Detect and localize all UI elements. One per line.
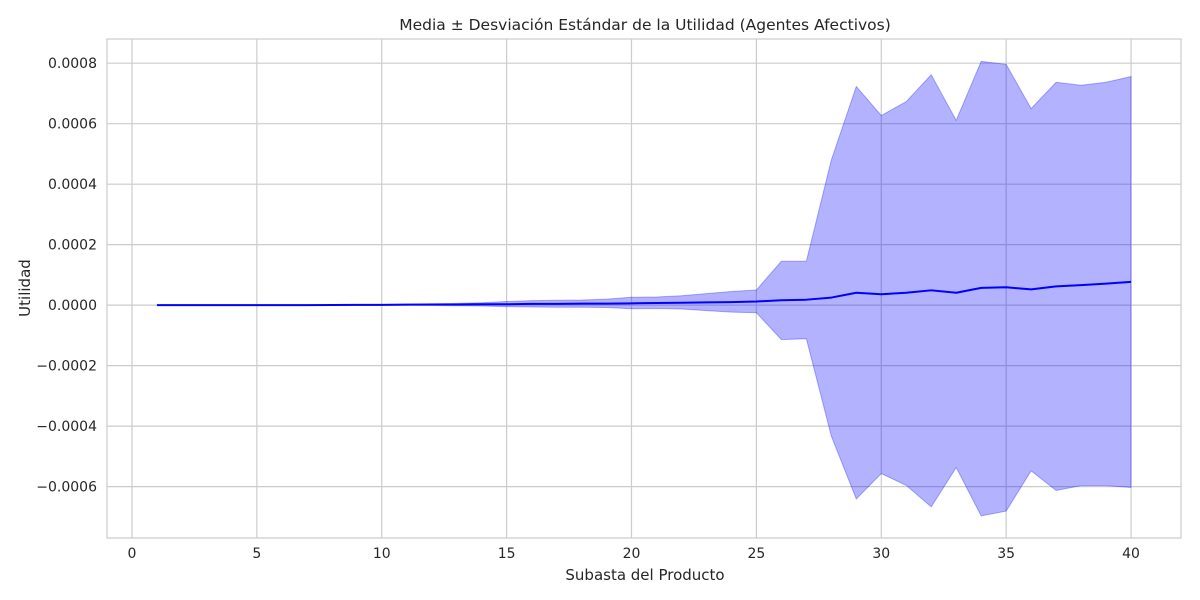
y-tick-label: −0.0002 [36,359,97,375]
x-tick-label: 25 [747,546,765,562]
y-tick-label: 0.0002 [48,238,97,254]
y-tick-label: −0.0006 [36,480,97,496]
x-tick-label: 30 [872,546,890,562]
grid [107,39,1181,538]
y-tick-label: 0.0004 [48,177,97,193]
x-tick-label: 0 [128,546,137,562]
x-tick-label: 10 [373,546,391,562]
x-tick-label: 20 [623,546,641,562]
y-tick-label: −0.0004 [36,419,97,435]
plot-area-frame [106,38,1182,539]
mean-series-line [156,280,1132,307]
chart-title: Media ± Desviación Estándar de la Utilid… [399,16,891,34]
mean-line-layer [156,280,1132,307]
y-axis-title: Utilidad [16,259,34,317]
y-tick-label: 0.0008 [48,56,97,72]
x-tick-label: 35 [997,546,1015,562]
x-tick-label: 15 [498,546,516,562]
y-axis-ticks: −0.0006 −0.0004 −0.0002 0.0000 0.0002 0.0004 0… [36,56,97,495]
x-tick-label: 5 [252,546,261,562]
x-axis-ticks: 0 5 10 15 20 25 30 35 40 [128,546,1140,562]
y-tick-label: 0.0000 [48,298,97,314]
x-tick-label: 40 [1122,546,1140,562]
x-axis-title: Subasta del Producto [565,566,724,584]
y-tick-label: 0.0006 [48,117,97,133]
